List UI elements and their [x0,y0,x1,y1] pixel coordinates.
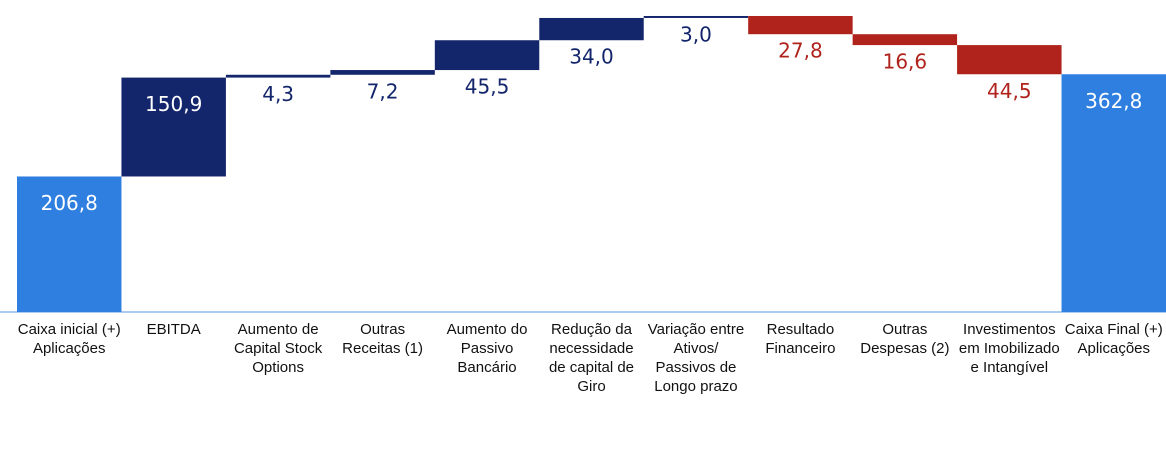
category-label: Aumento do Passivo Bancário [446,321,528,376]
bar [748,15,853,35]
value-label: 16,6 [883,50,928,74]
value-label: 362,8 [1085,89,1142,113]
bar [17,176,122,312]
bar [957,45,1062,75]
category-label: Caixa inicial (+) Aplicações [17,321,121,357]
value-label: 4,3 [262,82,294,106]
category-label: Aumento de Capital Stock Options [233,321,323,376]
category-label: EBITDA [146,321,201,338]
category-label: Outras Receitas (1) [342,321,423,357]
category-label: Investimentos em Imobilizado e Intangíve… [958,321,1060,376]
value-label: 44,5 [987,79,1032,103]
value-label: 206,8 [41,191,98,215]
value-label: 7,2 [367,79,399,103]
value-label: 45,5 [465,75,510,99]
bar [121,77,226,177]
bar [1061,74,1166,312]
bar [643,15,749,18]
bar [434,40,540,71]
category-label: Variação entre Ativos/ Passivos de Longo… [647,321,745,395]
value-label: 27,8 [778,39,823,63]
bar [225,74,331,78]
bar [330,70,435,75]
bar [539,17,644,41]
value-label: 150,9 [145,92,202,116]
category-label: Outras Despesas (2) [860,321,950,357]
category-label: Redução da necessidade de capital de Gir… [548,321,635,395]
value-label: 34,0 [569,45,614,69]
value-label: 3,0 [680,22,712,46]
category-label: Caixa Final (+) Aplicações [1064,321,1163,357]
bar [852,34,958,46]
category-label: Resultado Financeiro [765,321,836,357]
